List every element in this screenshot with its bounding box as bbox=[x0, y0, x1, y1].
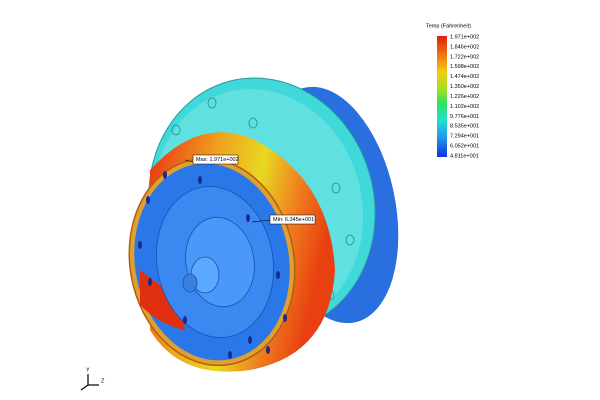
legend-label: 1.722e+002 bbox=[450, 54, 479, 60]
min-label: Min: 6.345e+001 bbox=[273, 217, 314, 223]
legend-label: 7.294e+001 bbox=[450, 134, 479, 140]
min-box bbox=[269, 214, 316, 225]
legend-label: 4.811e+001 bbox=[450, 153, 479, 159]
color-bar bbox=[437, 36, 447, 157]
triad-z: Z bbox=[101, 378, 105, 384]
triad-y: Y bbox=[86, 367, 90, 373]
legend-label: 9.776e+001 bbox=[450, 114, 479, 120]
max-label: Max: 1.971e+002 bbox=[196, 157, 239, 163]
legend-label: 1.226e+002 bbox=[450, 94, 479, 100]
legend-label: 6.052e+001 bbox=[450, 144, 479, 150]
legend-label: 1.971e+002 bbox=[450, 34, 479, 40]
legend-title: Temp (Fahrenheit) bbox=[426, 23, 471, 29]
legend-label: 1.350e+002 bbox=[450, 84, 479, 90]
legend-labels: 1.971e+002 1.846e+002 1.722e+002 1.598e+002… bbox=[450, 34, 479, 159]
legend-label: 1.102e+002 bbox=[450, 104, 479, 110]
min-leader bbox=[251, 219, 271, 223]
legend-label: 8.535e+001 bbox=[450, 124, 479, 130]
legend-label: 1.598e+002 bbox=[450, 64, 479, 70]
triad bbox=[80, 374, 99, 391]
shaft-end bbox=[182, 273, 198, 293]
pins bbox=[138, 171, 287, 359]
legend-label: 1.474e+002 bbox=[450, 74, 479, 80]
max-box bbox=[192, 154, 239, 165]
max-leader bbox=[184, 159, 194, 163]
legend-label: 1.846e+002 bbox=[450, 44, 479, 50]
